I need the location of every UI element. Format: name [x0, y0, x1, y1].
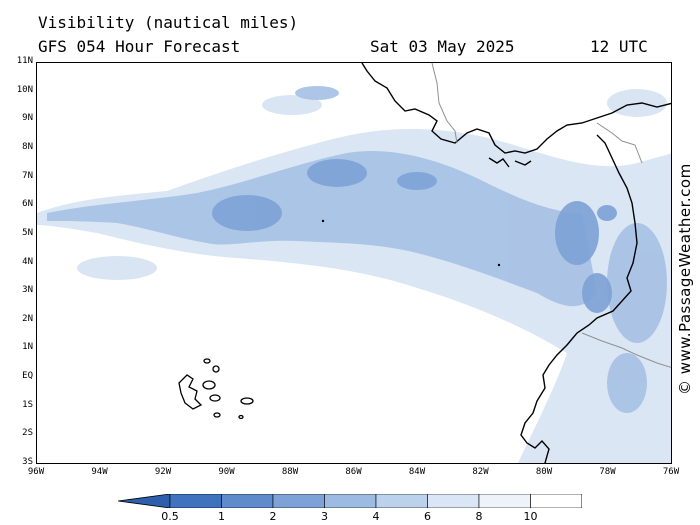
colorbar-label: 3: [321, 510, 328, 523]
latitude-label: 3S: [22, 457, 33, 467]
longitude-label: 80W: [535, 467, 553, 477]
latitude-label: 11N: [16, 56, 33, 66]
colorbar-swatch: [324, 493, 377, 509]
latitude-label: EQ: [22, 371, 33, 382]
small-islands: [321, 219, 501, 267]
border-lines: [431, 63, 671, 368]
longitude-label: 94W: [91, 467, 108, 477]
map-canvas: [37, 63, 671, 463]
visibility-medium: [47, 86, 667, 413]
site-credit: © www.PassageWeather.com: [676, 163, 694, 395]
colorbar-swatch: [375, 493, 428, 509]
longitude-label: 88W: [281, 467, 299, 477]
visibility-map: [36, 62, 672, 464]
latitude-label: 9N: [22, 113, 33, 124]
longitude-label: 82W: [472, 467, 489, 477]
latitude-label: 2N: [22, 313, 33, 324]
latitude-label: 1N: [22, 342, 33, 353]
map-title: Visibility (nautical miles): [38, 13, 299, 32]
latitude-label: 7N: [22, 170, 33, 181]
longitude-label: 84W: [408, 467, 426, 477]
colorbar: [117, 493, 633, 512]
longitude-label: 78W: [599, 467, 616, 477]
colorbar-label: 4: [372, 510, 380, 523]
longitude-label: 96W: [27, 467, 45, 477]
colorbar-label: 10: [523, 510, 538, 523]
colorbar-swatch: [221, 493, 274, 509]
colorbar-label: 8: [475, 510, 483, 523]
colorbar-label: 0.5: [161, 510, 179, 523]
colorbar-label: 1: [218, 510, 225, 523]
longitude-label: 92W: [154, 467, 172, 477]
forecast-time: 12 UTC: [590, 37, 648, 56]
colorbar-swatch: [169, 493, 222, 509]
forecast-label: GFS 054 Hour Forecast: [38, 37, 241, 56]
longitude-label: 90W: [218, 467, 235, 477]
forecast-date: Sat 03 May 2025: [370, 37, 515, 56]
colorbar-label: 2: [269, 510, 277, 523]
latitude-label: 10N: [16, 84, 33, 95]
coastline: [361, 63, 671, 463]
galapagos-islands: [178, 358, 254, 420]
latitude-label: 4N: [22, 256, 33, 267]
colorbar-graphic: [117, 493, 633, 509]
colorbar-swatch: [478, 493, 531, 509]
colorbar-swatch: [427, 493, 480, 509]
longitude-label: 76W: [662, 467, 680, 477]
latitude-label: 5N: [22, 227, 33, 238]
colorbar-swatch: [530, 493, 583, 509]
latitude-label: 1S: [22, 399, 33, 410]
latitude-label: 6N: [22, 199, 33, 210]
colorbar-swatch: [272, 493, 325, 509]
longitude-label: 86W: [345, 467, 362, 477]
latitude-label: 3N: [22, 285, 33, 296]
colorbar-label: 6: [424, 510, 431, 523]
latitude-label: 2S: [22, 428, 33, 439]
colorbar-min-triangle: [117, 493, 171, 509]
latitude-label: 8N: [22, 141, 33, 152]
visibility-low: [212, 159, 617, 313]
